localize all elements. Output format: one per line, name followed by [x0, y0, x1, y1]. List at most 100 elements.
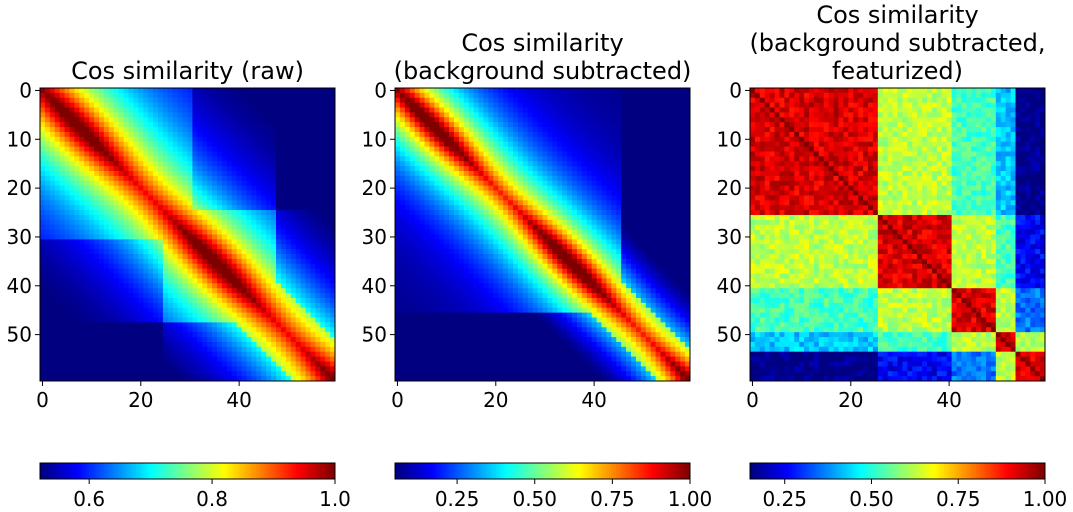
heatmap-cell [246, 317, 252, 323]
colorbar-segment [315, 463, 319, 479]
heatmap-cell [611, 156, 617, 162]
heatmap-cell [59, 205, 65, 211]
heatmap-cell [330, 254, 336, 260]
heatmap-cell [320, 219, 326, 226]
heatmap-cell [251, 376, 257, 382]
heatmap-cell [187, 263, 193, 270]
heatmap-cell [89, 205, 95, 211]
heatmap-cell [241, 136, 247, 143]
heatmap-cell [246, 341, 252, 348]
heatmap-cell [231, 224, 238, 231]
heatmap-cell [241, 166, 247, 172]
heatmap-cell [276, 366, 282, 372]
heatmap-cell [290, 161, 297, 167]
heatmap-cell [576, 141, 583, 147]
heatmap-cell [276, 307, 282, 314]
heatmap-cell [266, 161, 272, 167]
heatmap-cell [532, 161, 538, 167]
heatmap-cell [256, 180, 262, 187]
heatmap-cell [527, 171, 534, 177]
heatmap-cell [330, 214, 336, 221]
heatmap-cell [285, 244, 292, 250]
heatmap-cell [44, 229, 51, 235]
heatmap-cell [49, 307, 56, 314]
heatmap-cell [404, 171, 411, 177]
heatmap-cell [325, 136, 331, 143]
heatmap-cell [113, 332, 120, 338]
heatmap-cell [182, 185, 188, 191]
heatmap-cell [103, 112, 110, 118]
heatmap-cell [59, 263, 65, 270]
heatmap-cell [310, 361, 316, 367]
heatmap-cell [89, 268, 95, 274]
heatmap-cell [315, 200, 321, 206]
heatmap-cell [305, 88, 311, 94]
heatmap-cell [305, 180, 311, 187]
heatmap-cell [128, 151, 134, 157]
heatmap-cell [498, 180, 504, 187]
heatmap-cell [153, 322, 159, 328]
heatmap-cell [468, 136, 475, 143]
heatmap-cell [153, 102, 159, 108]
heatmap-cell [103, 229, 110, 235]
heatmap-cell [404, 107, 411, 113]
heatmap-cell [290, 273, 297, 279]
heatmap-cell [153, 156, 159, 162]
heatmap-cell [586, 127, 593, 133]
heatmap-cell [276, 136, 282, 143]
heatmap-cell [143, 190, 149, 196]
heatmap-cell [148, 151, 154, 157]
heatmap-cell [103, 200, 110, 206]
heatmap-cell [424, 112, 430, 118]
heatmap-cell [74, 107, 80, 113]
heatmap-cell [537, 122, 543, 128]
heatmap-cell [517, 166, 524, 172]
heatmap-cell [217, 371, 223, 377]
heatmap-cell [295, 356, 301, 362]
heatmap-cell [128, 97, 134, 104]
heatmap-cell [182, 141, 188, 147]
heatmap-cell [54, 278, 61, 284]
heatmap-cell [586, 102, 593, 108]
heatmap-cell [685, 146, 691, 152]
heatmap-cell [84, 249, 90, 255]
heatmap-cell [182, 117, 188, 123]
heatmap-cell [79, 302, 85, 309]
heatmap-cell [108, 239, 115, 245]
heatmap-cell [113, 161, 120, 167]
heatmap-cell [537, 161, 543, 167]
heatmap-cell [454, 127, 460, 133]
heatmap-cell [236, 180, 242, 187]
heatmap-cell [187, 171, 193, 177]
heatmap-cell [177, 136, 183, 143]
colorbar-segment [40, 463, 43, 479]
heatmap-cell [315, 351, 321, 357]
heatmap-cell [429, 146, 435, 152]
heatmap-cell [271, 297, 277, 304]
heatmap-cell [133, 346, 139, 353]
heatmap-cell [69, 131, 75, 138]
colorbar-segment [212, 463, 215, 479]
heatmap-cell [202, 146, 208, 152]
heatmap-cell [261, 327, 267, 333]
heatmap-cell [94, 297, 100, 304]
heatmap-cell [320, 351, 326, 357]
heatmap-cell [444, 171, 450, 177]
heatmap-cell [473, 185, 479, 191]
colorbar-segment [150, 463, 154, 479]
heatmap-cell [685, 117, 691, 123]
heatmap-cell [655, 107, 661, 113]
heatmap-cell [330, 268, 336, 274]
heatmap-cell [251, 122, 257, 128]
heatmap-cell [285, 117, 292, 123]
heatmap-cell [493, 122, 499, 128]
heatmap-cell [123, 249, 129, 255]
heatmap-cell [167, 190, 174, 196]
heatmap-cell [246, 200, 252, 206]
heatmap-cell [290, 141, 297, 147]
heatmap-cell [503, 102, 509, 108]
heatmap-cell [133, 376, 139, 382]
heatmap-cell [44, 190, 51, 196]
heatmap-cell [153, 190, 159, 196]
heatmap-cell [99, 254, 105, 260]
